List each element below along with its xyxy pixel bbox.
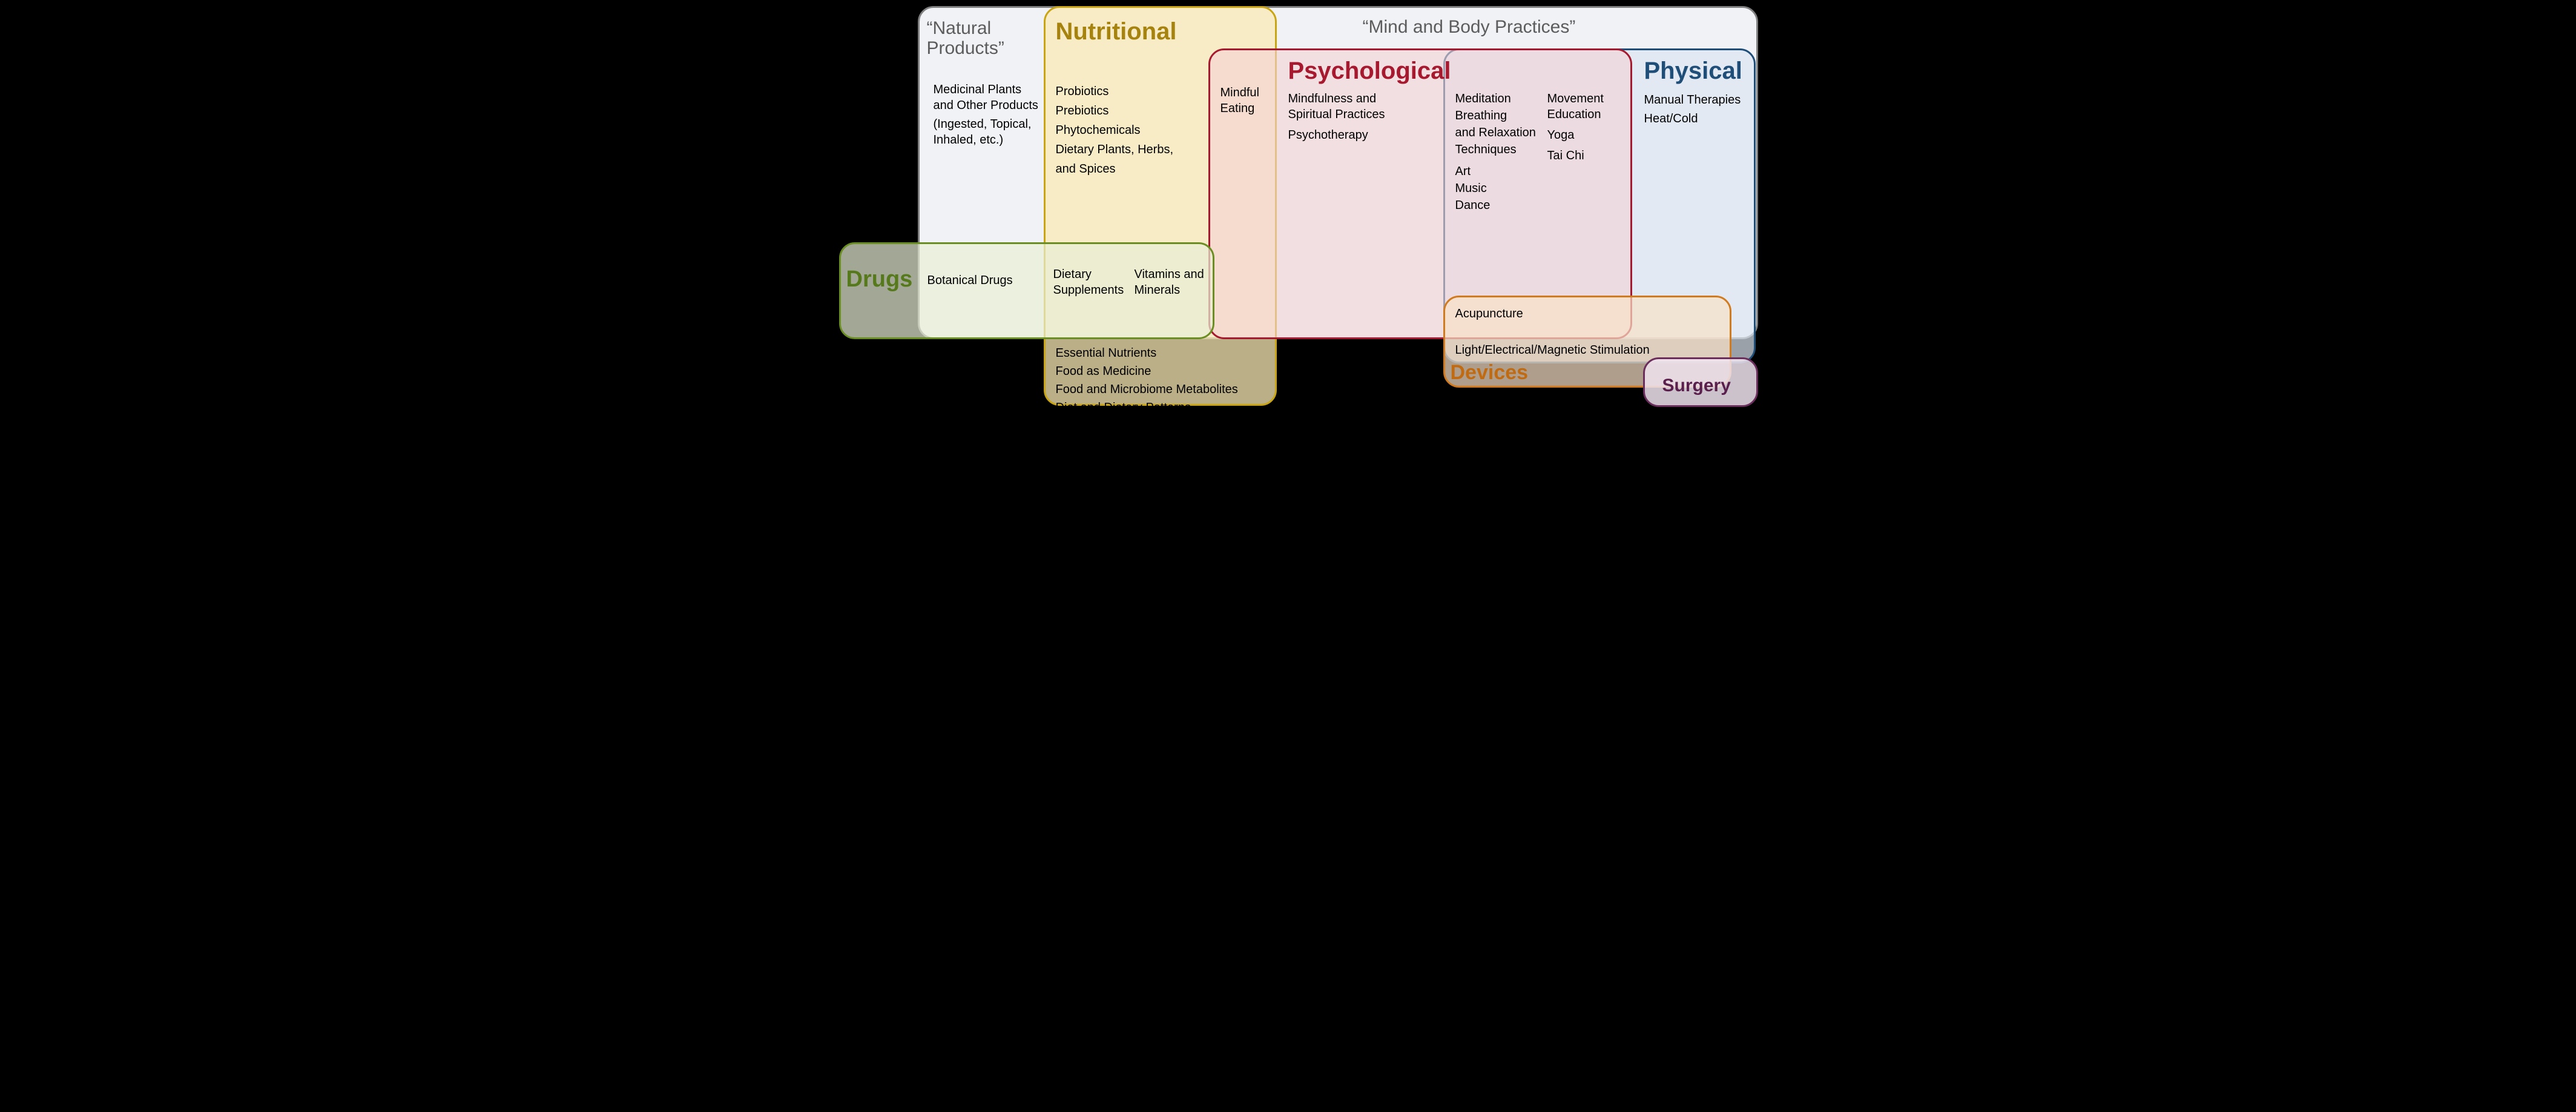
title-surgery: Surgery	[1662, 376, 1731, 396]
title-nutritional: Nutritional	[1056, 18, 1177, 45]
item-drugs: Vitamins and Minerals	[1135, 266, 1204, 298]
item-psych-phys-overlap: Education	[1547, 107, 1601, 122]
item-nutritional: Dietary Plants, Herbs,	[1056, 142, 1174, 157]
item-psychological: Psychotherapy	[1288, 127, 1368, 143]
item-natural-products-note: (Ingested, Topical,	[934, 116, 1032, 132]
item-psych-phys-overlap: Techniques	[1455, 142, 1517, 157]
heading-mind-body: “Mind and Body Practices”	[1363, 17, 1576, 38]
title-physical: Physical	[1644, 58, 1742, 85]
item-psych-phys-overlap: Yoga	[1547, 127, 1575, 143]
title-drugs: Drugs	[846, 266, 913, 293]
diagram-stage: “Natural Products” “Mind and Body Practi…	[815, 0, 1762, 409]
item-nutritional: Essential Nutrients	[1056, 345, 1157, 361]
item-physical: Heat/Cold	[1644, 111, 1698, 127]
item-nutritional: Food and Microbiome Metabolites	[1056, 382, 1238, 397]
item-natural-products: Medicinal Plants	[934, 82, 1022, 98]
item-nutritional: Diet and Dietary Patterns	[1056, 400, 1191, 415]
item-psych-phys-overlap: Breathing	[1455, 108, 1507, 124]
item-psych-phys-overlap: Tai Chi	[1547, 148, 1584, 164]
item-psychological: Spiritual Practices	[1288, 107, 1385, 122]
item-nutritional: Prebiotics	[1056, 103, 1109, 119]
item-mindful-eating: Mindful	[1220, 85, 1259, 101]
item-stimulation: Light/Electrical/Magnetic Stimulation	[1455, 342, 1650, 358]
item-acupuncture: Acupuncture	[1455, 306, 1523, 322]
item-psych-phys-overlap: Movement	[1547, 91, 1604, 107]
item-nutritional: Food as Medicine	[1056, 363, 1151, 379]
item-nutritional: and Spices	[1056, 161, 1116, 177]
item-psych-phys-overlap: Dance	[1455, 197, 1491, 213]
item-psychological: Mindfulness and	[1288, 91, 1377, 107]
item-mindful-eating: Eating	[1220, 101, 1255, 116]
item-natural-products-note: Inhaled, etc.)	[934, 132, 1004, 148]
item-drugs: Dietary Supplements	[1053, 266, 1124, 298]
item-natural-products: and Other Products	[934, 98, 1038, 113]
item-psych-phys-overlap: Music	[1455, 180, 1487, 196]
item-physical: Manual Therapies	[1644, 92, 1741, 108]
heading-natural-products: “Natural Products”	[927, 18, 1036, 58]
item-nutritional: Probiotics	[1056, 84, 1109, 99]
item-psych-phys-overlap: Meditation	[1455, 91, 1511, 107]
item-drugs: Botanical Drugs	[927, 273, 1013, 288]
item-psych-phys-overlap: Art	[1455, 164, 1471, 179]
item-nutritional: Phytochemicals	[1056, 122, 1141, 138]
title-psychological: Psychological	[1288, 58, 1451, 85]
item-psych-phys-overlap: and Relaxation	[1455, 125, 1536, 141]
title-devices: Devices	[1451, 361, 1529, 385]
